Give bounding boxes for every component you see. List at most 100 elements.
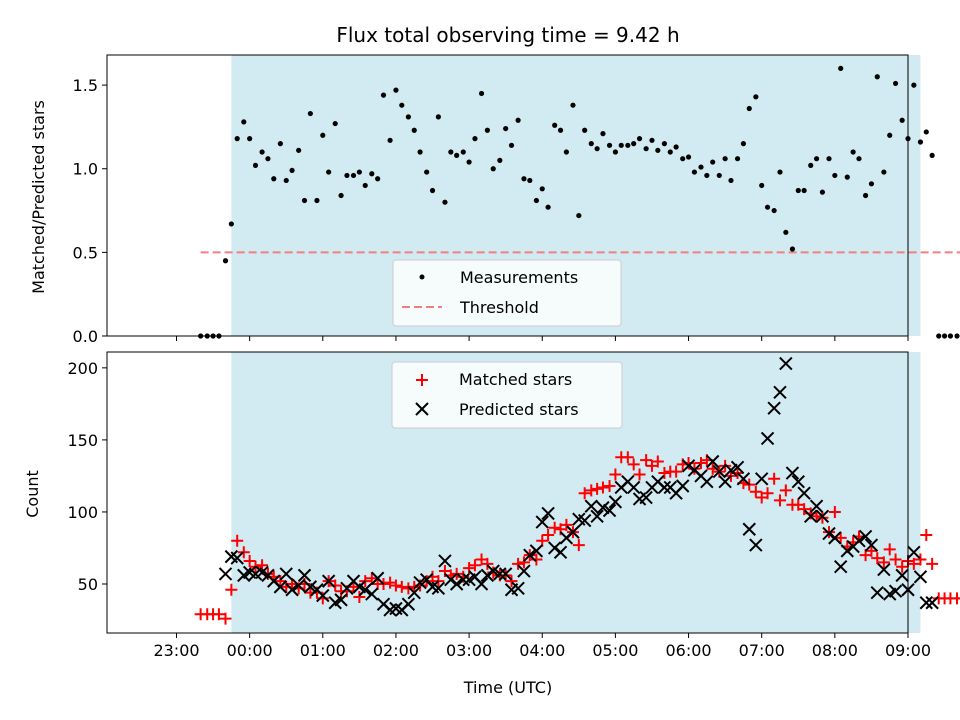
measurement-point: [533, 197, 539, 204]
count-panel: 50 100 150 200 23:00 00:00 01:00 02:00 03:00 04:…: [23, 351, 960, 697]
measurement-point: [362, 182, 368, 189]
predicted-star-point: [724, 463, 738, 477]
predicted-star-point: [742, 522, 756, 536]
ratio-axes-frame: [106, 54, 909, 337]
predicted-star-point: [407, 585, 421, 600]
matched-star-point: [225, 583, 238, 596]
matched-star-point: [633, 468, 646, 481]
matched-star-point: [603, 480, 616, 493]
measurement-point: [472, 136, 478, 142]
predicted-star-point: [858, 529, 873, 544]
measurement-point: [704, 172, 710, 179]
measurement-point: [296, 147, 302, 153]
measurement-point: [673, 144, 679, 150]
measurement-point: [576, 212, 582, 219]
predicted-star-point: [334, 593, 348, 607]
predicted-star-point: [864, 538, 879, 552]
predicted-star-point: [828, 531, 842, 545]
measurement-point: [722, 156, 728, 162]
predicted-star-point: [297, 568, 312, 583]
measurement-point: [680, 156, 686, 162]
predicted-star-point: [822, 526, 836, 541]
measurement-point: [424, 169, 430, 175]
ratio-y-axis-label: Matched/Predicted stars: [29, 100, 48, 294]
count-x-axis: 23:00 00:00 01:00 02:00 03:00 04:00 05:00 06:00…: [153, 633, 931, 660]
matched-star-point: [212, 608, 225, 621]
measurement-point: [503, 125, 509, 132]
measurement-point: [649, 137, 655, 143]
ratio-x-axis: [175, 336, 909, 341]
x-tick-label: 05:00: [592, 641, 638, 660]
measurement-point: [612, 149, 618, 155]
matched-star-point: [585, 484, 598, 497]
measurement-point: [759, 182, 765, 189]
predicted-star-point: [925, 596, 939, 610]
predicted-star-point: [779, 356, 793, 371]
measurement-point: [618, 142, 624, 148]
predicted-star-point: [840, 544, 854, 558]
measurement-point: [582, 127, 588, 133]
matched-star-point: [329, 579, 342, 592]
predicted-star-point: [218, 567, 233, 581]
measurement-point: [716, 172, 722, 179]
x-tick-label: 04:00: [519, 641, 565, 660]
measurement-point: [527, 177, 533, 184]
measurement-point: [241, 119, 247, 125]
measurement-point: [393, 87, 399, 93]
measurement-point: [661, 141, 668, 147]
matched-star-point: [517, 556, 530, 569]
ratio-legend-box: [392, 259, 622, 327]
measurement-point: [307, 110, 313, 117]
predicted-star-point: [401, 597, 416, 611]
predicted-star-point: [907, 545, 921, 560]
predicted-star-point: [895, 568, 909, 583]
measurement-point: [435, 114, 441, 120]
measurement-point: [350, 172, 357, 179]
ratio-legend: Measurements Threshold: [392, 259, 622, 327]
matched-star-point: [834, 531, 847, 544]
predicted-star-point: [413, 575, 427, 590]
predicted-star-point: [517, 564, 531, 578]
measurement-point: [314, 197, 320, 204]
measurement-point: [234, 136, 240, 142]
predicted-star-point: [833, 560, 848, 574]
matched-star-point: [609, 468, 622, 481]
measurement-point: [868, 181, 875, 187]
y-tick-label: 1.0: [73, 160, 98, 179]
x-tick-label: 08:00: [812, 641, 858, 660]
measurement-point: [832, 172, 838, 179]
measurement-point: [874, 74, 880, 80]
matched-star-point: [596, 481, 609, 494]
predicted-star-point: [919, 596, 933, 610]
measurement-point: [850, 149, 856, 155]
matched-star-point: [816, 511, 829, 524]
matched-star-point: [773, 494, 786, 507]
legend-marker-measurements: [419, 274, 425, 280]
measurement-point: [600, 131, 606, 137]
measurement-point: [289, 167, 295, 174]
measurement-point: [936, 333, 942, 339]
measurement-point: [508, 142, 515, 148]
matched-star-point: [481, 557, 494, 570]
measurement-point: [380, 92, 387, 98]
measurement-point: [954, 333, 960, 339]
measurement-point: [539, 186, 545, 192]
predicted-star-point: [535, 515, 549, 529]
measurement-point: [698, 164, 704, 170]
matched-star-point: [542, 529, 555, 542]
measurement-point: [442, 199, 448, 205]
ratio-plot-area: [198, 65, 960, 339]
measurement-point: [643, 146, 649, 152]
predicted-star-point: [273, 580, 288, 594]
x-tick-label: 09:00: [885, 641, 931, 660]
measurement-point: [844, 174, 850, 180]
matched-star-point: [353, 590, 366, 603]
predicted-star-point: [596, 500, 610, 515]
predicted-star-point: [712, 464, 726, 479]
measurement-point: [247, 136, 253, 142]
predicted-star-point: [438, 554, 452, 568]
predicted-star-point: [785, 466, 800, 480]
measurement-point: [429, 187, 436, 194]
measurement-point: [911, 82, 917, 88]
